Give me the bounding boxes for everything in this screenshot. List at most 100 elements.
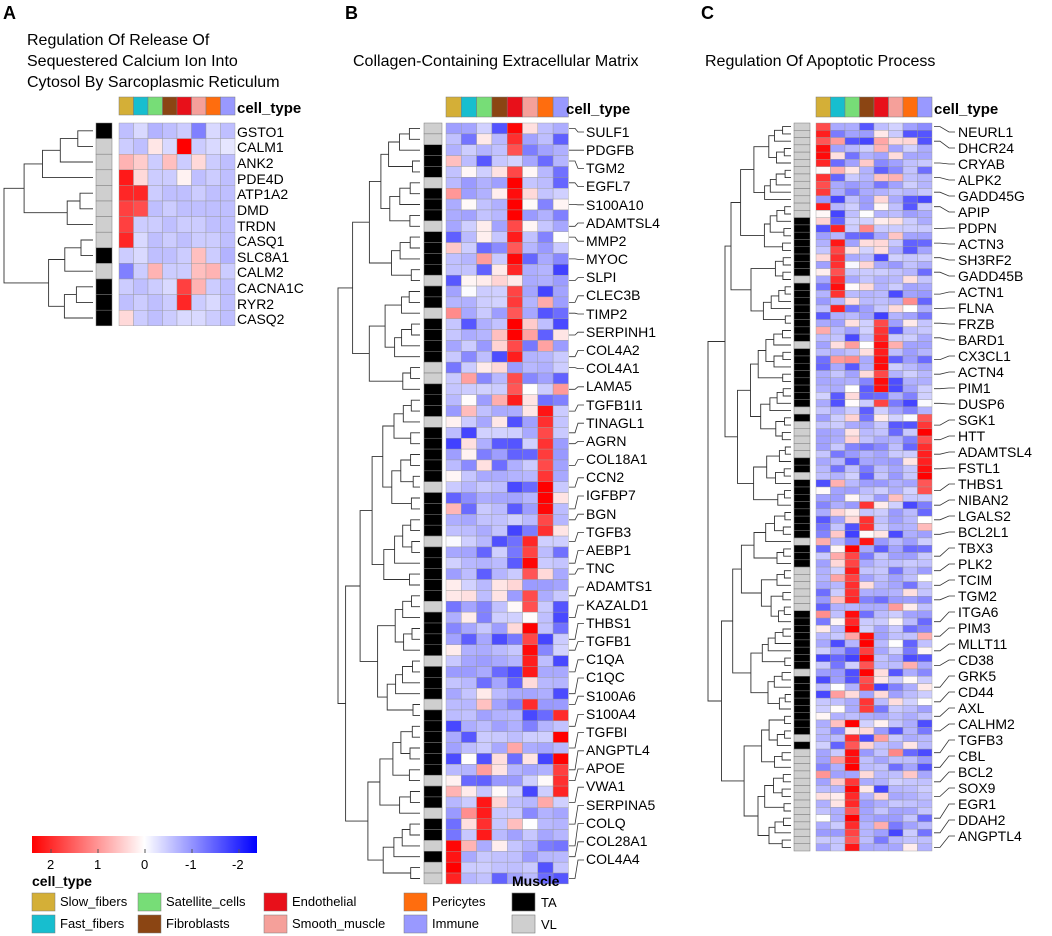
muscle-cell <box>793 828 811 837</box>
heatmap-cell <box>445 503 462 515</box>
heatmap-cell <box>815 231 831 240</box>
heatmap-cell <box>902 646 918 655</box>
muscle-cell <box>793 705 811 713</box>
heatmap-cell <box>445 535 462 548</box>
heatmap-cell <box>873 712 889 721</box>
heatmap-cell <box>476 296 493 308</box>
heatmap-cell <box>873 173 889 182</box>
heatmap-cell <box>815 290 831 298</box>
heatmap-cell <box>461 655 477 667</box>
heatmap-cell <box>844 341 860 349</box>
muscle-cell <box>793 457 811 466</box>
heatmap-cell <box>917 472 933 480</box>
heatmap-cell <box>830 537 846 546</box>
heatmap-cell <box>902 246 918 255</box>
heatmap-cell <box>888 501 904 510</box>
muscle-cell <box>95 263 113 280</box>
heatmap-cell <box>133 200 149 217</box>
heatmap-cell <box>491 122 508 135</box>
heatmap-cell <box>815 370 831 378</box>
muscle-cell <box>793 712 811 721</box>
gene-label: ACTN1 <box>958 284 1004 300</box>
heatmap-cell <box>844 552 860 561</box>
gene-label: THBS1 <box>586 615 631 631</box>
heatmap-cell <box>873 188 889 197</box>
cell-type-swatch <box>31 914 56 934</box>
heatmap-cell <box>507 611 523 624</box>
heatmap-cell <box>461 535 477 548</box>
heatmap-cell <box>476 122 493 135</box>
panel-b-muscle-bar <box>423 122 443 885</box>
heatmap-cell <box>445 188 462 200</box>
heatmap-cell <box>507 340 523 352</box>
heatmap-cell <box>537 611 554 624</box>
heatmap-cell <box>917 515 933 524</box>
heatmap-cell <box>859 151 875 160</box>
color-scale-bar <box>32 836 257 853</box>
heatmap-cell <box>917 384 933 393</box>
heatmap-cell <box>888 173 904 182</box>
heatmap-cell <box>873 770 889 779</box>
heatmap-cell <box>844 807 860 815</box>
heatmap-cell <box>873 435 889 444</box>
heatmap-cell <box>917 537 933 546</box>
heatmap-cell <box>445 144 462 156</box>
heatmap-cell <box>537 796 554 809</box>
heatmap-cell <box>859 392 875 400</box>
heatmap-cell <box>888 239 904 247</box>
heatmap-cell <box>491 742 508 754</box>
heatmap-cell <box>873 690 889 699</box>
heatmap-cell <box>522 296 539 308</box>
legend: 2 1 0 -1 -2 cell_type Slow_fibers Fast_f… <box>31 836 560 934</box>
heatmap-cell <box>873 734 889 743</box>
heatmap-cell <box>830 282 846 291</box>
heatmap-cell <box>844 625 860 633</box>
heatmap-cell <box>476 807 493 819</box>
heatmap-cell <box>537 644 554 656</box>
heatmap-cell <box>844 239 860 247</box>
heatmap-cell <box>844 639 860 648</box>
scale-tick-label: 2 <box>47 857 54 872</box>
heatmap-cell <box>476 264 493 276</box>
heatmap-cell <box>917 261 933 269</box>
heatmap-cell <box>507 285 523 298</box>
heatmap-cell <box>491 481 508 493</box>
heatmap-cell <box>873 304 889 313</box>
heatmap-cell <box>859 348 875 357</box>
heatmap-cell <box>830 333 846 342</box>
heatmap-cell <box>844 515 860 524</box>
heatmap-cell <box>888 821 904 830</box>
heatmap-cell <box>815 137 831 146</box>
heatmap-cell <box>859 610 875 619</box>
muscle-cell <box>793 508 811 517</box>
heatmap-cell <box>461 285 477 298</box>
heatmap-cell <box>902 464 918 473</box>
panel-c: C Regulation Of Apoptotic Process cell_t… <box>701 3 1032 852</box>
heatmap-cell <box>507 775 523 787</box>
heatmap-cell <box>917 297 933 306</box>
heatmap-cell <box>476 329 493 341</box>
heatmap-cell <box>815 719 831 728</box>
heatmap-cell <box>917 559 933 568</box>
heatmap-cell <box>461 307 477 319</box>
heatmap-cell <box>873 523 889 531</box>
heatmap-cell <box>191 138 207 155</box>
heatmap-cell <box>902 275 918 284</box>
heatmap-cell <box>844 399 860 408</box>
heatmap-cell <box>445 742 462 754</box>
heatmap-cell <box>133 138 149 155</box>
heatmap-cell <box>476 274 493 287</box>
heatmap-cell <box>859 370 875 378</box>
heatmap-cell <box>552 285 569 298</box>
heatmap-cell <box>491 861 508 874</box>
heatmap-cell <box>507 296 523 308</box>
heatmap-cell <box>815 268 831 277</box>
heatmap-cell <box>917 326 933 335</box>
heatmap-cell <box>917 705 933 713</box>
heatmap-cell <box>445 177 462 189</box>
gene-label: PDE4D <box>237 171 284 187</box>
heatmap-cell <box>522 144 539 156</box>
heatmap-cell <box>815 348 831 357</box>
heatmap-cell <box>537 742 554 754</box>
heatmap-cell <box>445 459 462 472</box>
